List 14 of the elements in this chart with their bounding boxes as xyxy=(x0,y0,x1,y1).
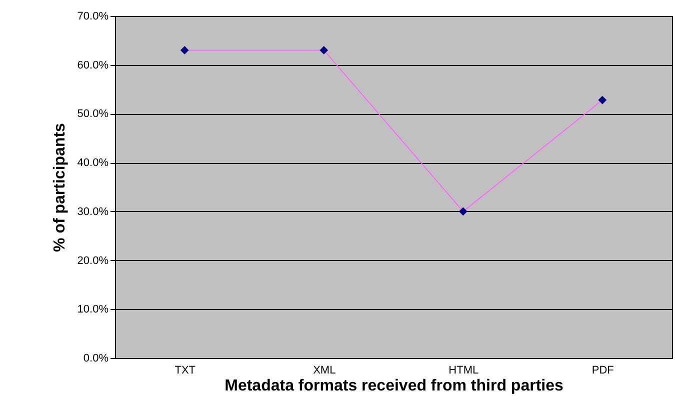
y-tick-label: 60.0% xyxy=(77,59,109,72)
y-tick-label: 40.0% xyxy=(77,157,109,170)
x-tick-label: TXT xyxy=(174,364,196,376)
x-tick-label: HTML xyxy=(448,364,479,376)
y-tick-label: 20.0% xyxy=(77,254,109,267)
y-tick-label: 0.0% xyxy=(83,352,109,364)
y-tick-label: 10.0% xyxy=(77,304,109,316)
x-tick-label: PDF xyxy=(592,364,614,376)
x-axis-title: Metadata formats received from third parties xyxy=(224,378,564,394)
y-tick-label: 70.0% xyxy=(77,10,109,22)
x-tick-label: XML xyxy=(313,364,336,376)
y-axis-title: % of participants xyxy=(51,122,68,252)
y-tick-label: 30.0% xyxy=(77,206,109,218)
y-tick-label: 50.0% xyxy=(77,108,109,120)
